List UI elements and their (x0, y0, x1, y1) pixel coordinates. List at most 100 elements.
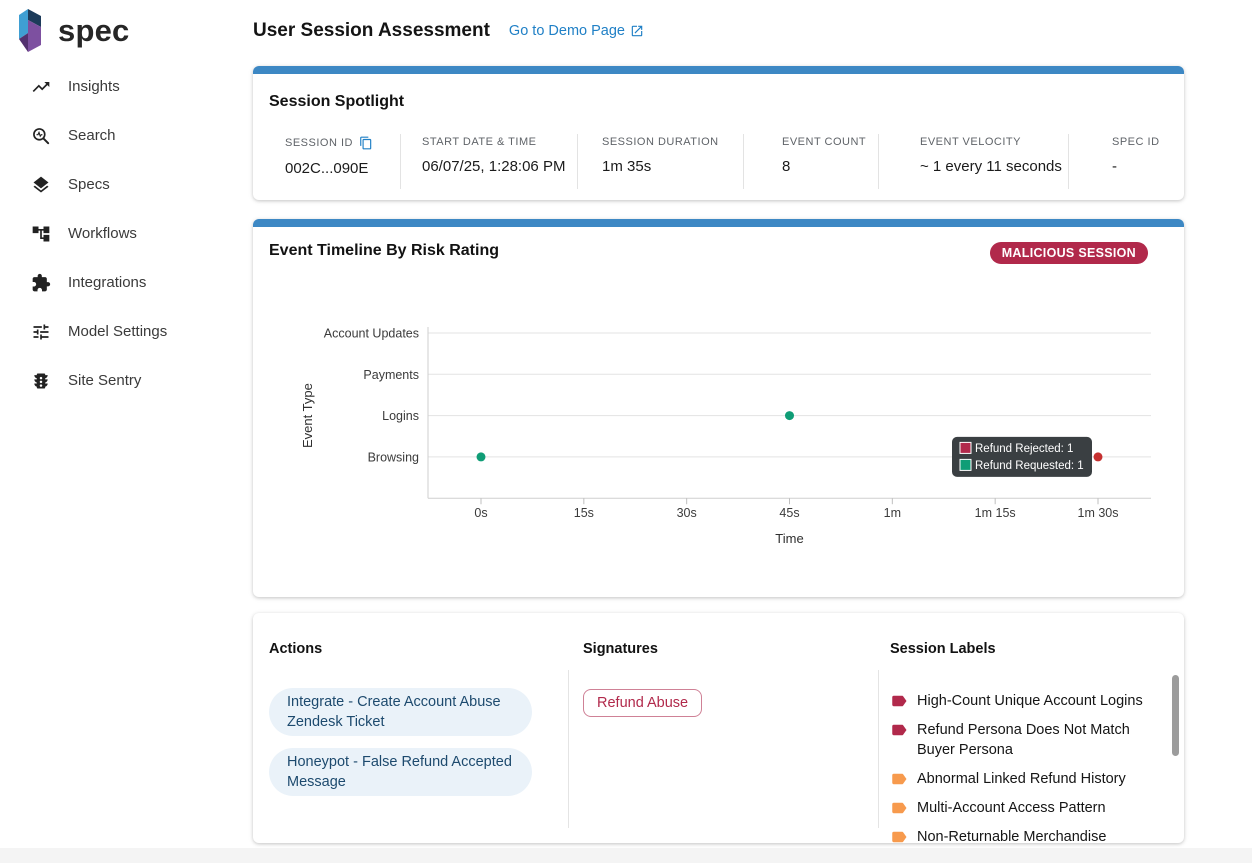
svg-text:Browsing: Browsing (368, 450, 419, 464)
page-title: User Session Assessment (253, 20, 490, 41)
svg-text:Time: Time (775, 531, 803, 546)
sidebar-item-search[interactable]: Search (0, 111, 233, 160)
actions-section: Actions Integrate - Create Account Abuse… (269, 641, 553, 796)
svg-text:1m 15s: 1m 15s (975, 506, 1016, 520)
svg-text:Account Updates: Account Updates (324, 327, 419, 341)
svg-text:15s: 15s (574, 506, 594, 520)
action-chip-zendesk-ticket[interactable]: Integrate - Create Account Abuse Zendesk… (269, 688, 532, 736)
traffic-light-icon (31, 371, 51, 391)
spec-logo-icon (19, 9, 41, 52)
svg-text:Refund Requested: 1: Refund Requested: 1 (975, 460, 1084, 472)
field-label: SESSION DURATION (602, 136, 719, 148)
svg-text:1m 30s: 1m 30s (1078, 506, 1119, 520)
signature-chip-refund-abuse[interactable]: Refund Abuse (583, 689, 703, 717)
sidebar-item-workflows[interactable]: Workflows (0, 209, 233, 258)
sidebar-item-label: Specs (68, 176, 110, 193)
sidebar-item-label: Search (68, 127, 116, 144)
svg-text:Payments: Payments (363, 368, 419, 382)
puzzle-icon (31, 273, 51, 293)
demo-link-label: Go to Demo Page (508, 23, 625, 39)
timeline-title: Event Timeline By Risk Rating (269, 242, 499, 259)
field-start-date-time: START DATE & TIME 06/07/25, 1:28:06 PM (400, 134, 577, 189)
workflow-tree-icon (31, 224, 51, 244)
session-label-text: High-Count Unique Account Logins (917, 693, 1143, 709)
session-labels-title: Session Labels (890, 641, 996, 657)
svg-text:0s: 0s (474, 506, 487, 520)
event-timeline-card: Event Timeline By Risk Rating MALICIOUS … (253, 219, 1184, 597)
session-label-text: Abnormal Linked Refund History (917, 771, 1126, 787)
field-label: START DATE & TIME (422, 136, 537, 148)
session-label-item: Multi-Account Access Pattern (890, 798, 1162, 818)
session-spotlight-card: Session Spotlight SESSION ID 002C...090E… (253, 66, 1184, 200)
session-label-text: Non-Returnable Merchandise (917, 829, 1107, 845)
spotlight-fields: SESSION ID 002C...090E START DATE & TIME… (253, 134, 1184, 189)
column-divider (568, 670, 569, 828)
signatures-title: Signatures (583, 641, 658, 657)
svg-text:Refund Rejected: 1: Refund Rejected: 1 (975, 443, 1073, 455)
session-label-text: Multi-Account Access Pattern (917, 800, 1106, 816)
svg-text:Event Type: Event Type (300, 383, 315, 448)
session-labels-list: High-Count Unique Account Logins Refund … (890, 691, 1162, 847)
session-summary-card: Actions Integrate - Create Account Abuse… (253, 613, 1184, 845)
brand-name: spec (58, 13, 130, 48)
sidebar-nav: Insights Search Specs Workflows (0, 62, 233, 405)
field-value: 1m 35s (602, 158, 652, 175)
sidebar-item-model-settings[interactable]: Model Settings (0, 307, 233, 356)
tune-sliders-icon (31, 322, 51, 342)
sidebar-item-label: Site Sentry (68, 372, 142, 389)
column-divider (878, 670, 879, 828)
action-chip-honeypot-message[interactable]: Honeypot - False Refund Accepted Message (269, 748, 532, 796)
signatures-section: Signatures Refund Abuse (583, 641, 853, 717)
session-label-item: High-Count Unique Account Logins (890, 691, 1162, 711)
field-value: 06/07/25, 1:28:06 PM (422, 158, 566, 175)
field-label: SESSION ID (285, 137, 353, 149)
field-value: 8 (782, 158, 791, 175)
field-value: 002C...090E (285, 160, 369, 177)
field-spec-id: SPEC ID - (1068, 134, 1160, 189)
spec-logo[interactable]: spec (14, 8, 129, 54)
sidebar-item-site-sentry[interactable]: Site Sentry (0, 356, 233, 405)
search-pulse-icon (31, 126, 51, 146)
open-in-new-icon (631, 25, 643, 37)
card-accent-bar (253, 219, 1184, 227)
svg-text:30s: 30s (677, 506, 697, 520)
sidebar-item-label: Integrations (68, 274, 147, 291)
actions-title: Actions (269, 641, 323, 657)
sidebar-item-insights[interactable]: Insights (0, 62, 233, 111)
sidebar-item-integrations[interactable]: Integrations (0, 258, 233, 307)
trending-up-icon (31, 77, 51, 97)
spotlight-title: Session Spotlight (269, 93, 405, 110)
sidebar-item-label: Insights (68, 78, 120, 95)
tag-icon (890, 828, 908, 846)
field-label: SPEC ID (1112, 136, 1160, 148)
field-label: EVENT VELOCITY (920, 136, 1021, 148)
session-label-item: Non-Returnable Merchandise (890, 827, 1162, 847)
svg-text:1m: 1m (884, 506, 901, 520)
svg-text:45s: 45s (779, 506, 799, 520)
page-header: User Session Assessment Go to Demo Page (253, 20, 644, 42)
session-label-item: Abnormal Linked Refund History (890, 769, 1162, 789)
field-value: - (1112, 158, 1117, 175)
sidebar-item-label: Model Settings (68, 323, 168, 340)
labels-scrollbar[interactable] (1172, 675, 1179, 756)
page-background-strip (0, 848, 1252, 863)
tag-icon (890, 799, 908, 817)
layers-icon (31, 175, 51, 195)
card-accent-bar (253, 66, 1184, 74)
session-labels-section: Session Labels High-Count Unique Account… (890, 641, 1162, 856)
copy-icon[interactable] (359, 136, 373, 150)
sidebar: spec Insights Search Specs (0, 0, 233, 863)
svg-text:Logins: Logins (382, 409, 419, 423)
session-label-item: Refund Persona Does Not Match Buyer Pers… (890, 720, 1162, 760)
malicious-session-badge: MALICIOUS SESSION (989, 242, 1148, 264)
session-label-text: Refund Persona Does Not Match Buyer Pers… (917, 722, 1130, 758)
tag-icon (890, 692, 908, 710)
field-value: ~ 1 every 11 seconds (920, 158, 1062, 175)
field-label: EVENT COUNT (782, 136, 867, 148)
go-to-demo-page-link[interactable]: Go to Demo Page (509, 23, 644, 39)
field-event-velocity: EVENT VELOCITY ~ 1 every 11 seconds (878, 134, 1068, 189)
sidebar-item-specs[interactable]: Specs (0, 160, 233, 209)
risk-timeline-chart[interactable]: Account Updates Payments Logins Browsing 0s 1… (290, 325, 1165, 560)
field-event-count: EVENT COUNT 8 (743, 134, 878, 189)
sidebar-item-label: Workflows (68, 225, 137, 242)
